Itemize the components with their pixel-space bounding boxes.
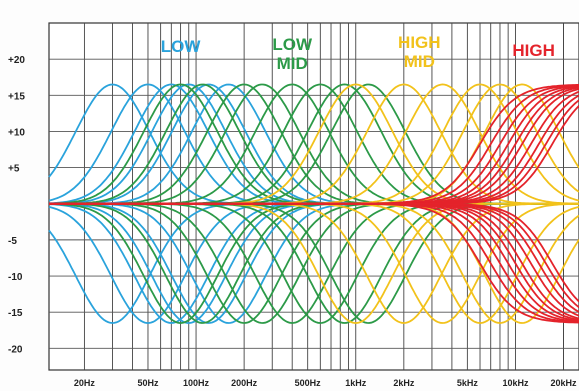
y-tick-label: +5: [8, 164, 20, 175]
y-tick-label: -10: [8, 272, 23, 283]
x-tick-label: 200Hz: [231, 378, 258, 388]
y-tick-label: +20: [8, 55, 25, 66]
y-tick-label: -20: [8, 344, 23, 355]
labels: +20 +15 +10 +5 -5 -10 -15 -20 20Hz 50Hz 100Hz 200Hz…: [8, 33, 577, 388]
x-tick-label: 500Hz: [295, 378, 322, 388]
low-mid-band-label: LOW: [272, 35, 313, 54]
y-tick-label: -5: [8, 236, 17, 247]
high-cut-curve: [49, 202, 579, 303]
low-mid-band-label: MID: [277, 54, 308, 73]
high-band-label: HIGH: [512, 41, 555, 60]
y-tick-label: -15: [8, 308, 23, 319]
x-tick-label: 20Hz: [74, 378, 96, 388]
x-tick-label: 5kHz: [457, 378, 479, 388]
x-tick-label: 100Hz: [183, 378, 210, 388]
y-tick-label: +15: [8, 91, 25, 102]
x-tick-label: 2kHz: [393, 378, 415, 388]
x-tick-label: 50Hz: [137, 378, 159, 388]
high-mid-band-label: HIGH: [398, 33, 441, 52]
high-mid-band-label: MID: [404, 52, 435, 71]
y-tick-label: +10: [8, 127, 25, 138]
x-tick-label: 10kHz: [502, 378, 529, 388]
low-band-label: LOW: [161, 37, 202, 56]
curves: [48, 83, 579, 324]
x-tick-label: 1kHz: [345, 378, 367, 388]
x-tick-label: 20kHz: [551, 378, 578, 388]
